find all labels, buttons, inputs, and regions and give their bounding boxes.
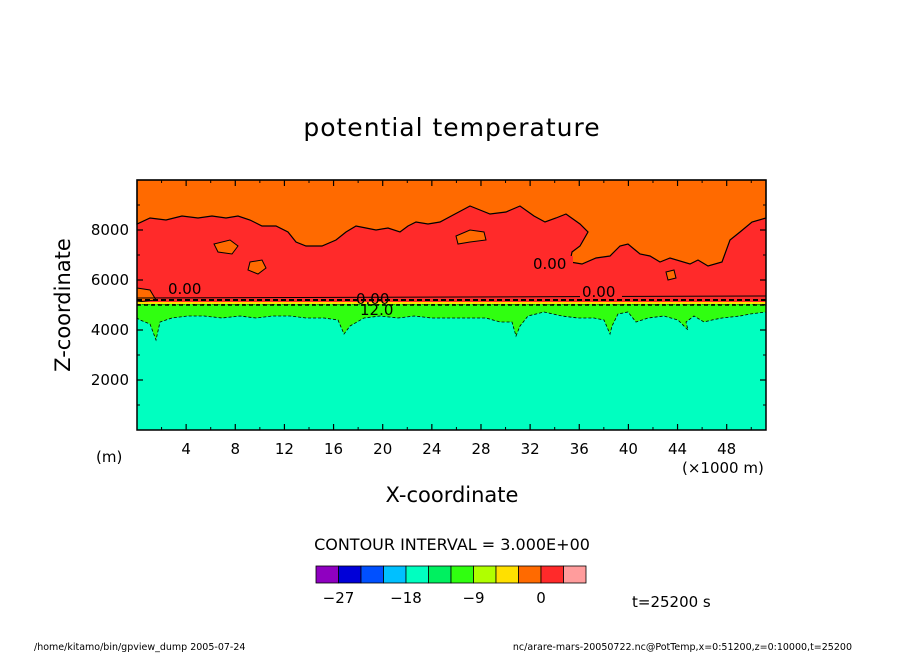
x-tick-label: 20 [373, 440, 392, 458]
contour-interval: CONTOUR INTERVAL = 3.000E+00 [314, 535, 590, 554]
colorbar-swatch [495, 565, 519, 584]
colorbar-swatch [540, 565, 564, 584]
contour-label: 0.00 [356, 290, 389, 308]
x-tick-label: 40 [619, 440, 638, 458]
colorbar-swatch [473, 565, 497, 584]
x-ticks: 4 8 12 16 20 24 28 32 36 40 44 48 [161, 180, 752, 458]
contour-label: 0.00 [533, 255, 566, 273]
contour-label: 0.00 [582, 283, 615, 301]
contour-labels: 0.00 0.00 0.00 0.00 12.0 [166, 255, 622, 319]
colorbar-label: −9 [462, 589, 484, 607]
x-tick-label: 32 [521, 440, 540, 458]
colorbar-swatch [383, 565, 407, 584]
x-tick-label: 28 [471, 440, 490, 458]
colorbar-label: −27 [323, 589, 355, 607]
colorbar [315, 565, 587, 584]
colorbar-label: −18 [390, 589, 422, 607]
footer-right: nc/arare-mars-20050722.nc@PotTemp,x=0:51… [513, 642, 852, 653]
y-ticks: 2000 4000 6000 8000 [91, 204, 766, 406]
orange-patches [136, 179, 767, 267]
x-tick-label: 24 [422, 440, 441, 458]
colorbar-swatch [450, 565, 474, 584]
x-tick-label: 16 [324, 440, 343, 458]
y-tick-label: 8000 [91, 221, 129, 239]
contour-label-bg [166, 281, 208, 296]
x-tick-label: 12 [275, 440, 294, 458]
plot-area [136, 179, 767, 431]
orange-blob-3 [455, 229, 487, 245]
orange-blob-1 [247, 259, 267, 275]
colorbar-swatch [518, 565, 542, 584]
colorbar-swatch [315, 565, 339, 584]
y-unit-label: (m) [96, 448, 122, 466]
x-tick-label: 4 [181, 440, 191, 458]
time-label: t=25200 s [632, 593, 711, 611]
y-tick-label: 2000 [91, 371, 129, 389]
colorbar-swatch [360, 565, 384, 584]
colorbar-labels: −27 −18 −9 0 [323, 589, 546, 607]
chart-title: potential temperature [303, 113, 600, 142]
contour-label: 0.00 [168, 280, 201, 298]
contour-label-bg [580, 284, 622, 298]
x-tick-label: 44 [668, 440, 687, 458]
colorbar-swatch [338, 565, 362, 584]
colorbar-swatch [428, 565, 452, 584]
contour-line [136, 295, 767, 299]
x-axis-title: X-coordinate [386, 483, 519, 507]
x-tick-label: 48 [717, 440, 736, 458]
orange-blob-2 [213, 239, 239, 255]
y-tick-label: 4000 [91, 321, 129, 339]
colorbar-label: 0 [536, 589, 546, 607]
y-axis-title: Z-coordinate [51, 238, 75, 372]
colorbar-swatch [563, 565, 587, 584]
colorbar-swatch [405, 565, 429, 584]
contour-label: 12.0 [360, 301, 393, 319]
x-tick-label: 8 [231, 440, 241, 458]
x-tick-label: 36 [570, 440, 589, 458]
green-band [136, 303, 767, 342]
x-unit-label: (×1000 m) [682, 459, 764, 477]
footer-left: /home/kitamo/bin/gpview_dump 2005-07-24 [34, 642, 245, 653]
y-tick-label: 6000 [91, 271, 129, 289]
orange-blob-5 [665, 269, 677, 281]
contour-label-bg [531, 256, 573, 271]
